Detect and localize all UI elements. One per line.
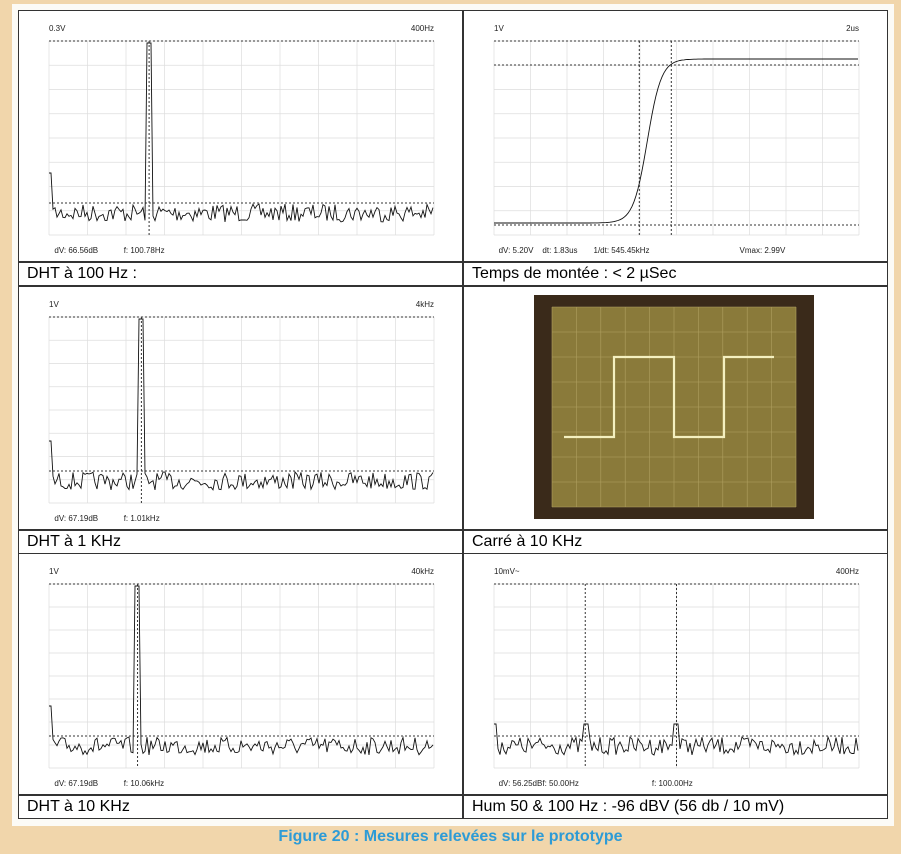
panel: 1V 4kHz dV: 67.19dB f: 1.01kHz	[18, 286, 463, 530]
panel: 10mV~ 400Hz dV: 56.25dB f: 50.00Hz f: 100.00…	[463, 553, 888, 795]
readout: f: 100.00Hz	[652, 779, 693, 788]
panel-caption: Hum 50 & 100 Hz : -96 dBV (56 db / 10 mV…	[463, 795, 888, 819]
readout: f: 10.06kHz	[124, 779, 164, 788]
scope-display: 1V 4kHz dV: 67.19dB f: 1.01kHz	[48, 300, 435, 523]
range-label: 4kHz	[416, 300, 434, 309]
scope-display: 1V 40kHz dV: 67.19dB f: 10.06kHz	[48, 567, 435, 788]
scope-display: 10mV~ 400Hz dV: 56.25dB f: 50.00Hz f: 100.00…	[493, 567, 860, 788]
range-label: 400Hz	[411, 24, 434, 33]
panel-caption: DHT à 10 KHz	[18, 795, 463, 819]
readout: dV: 66.56dB	[54, 246, 98, 255]
panel: 1V 40kHz dV: 67.19dB f: 10.06kHz	[18, 553, 463, 795]
panel: 1V 2us dV: 5.20V dt: 1.83us 1/dt: 545.45kHz V…	[463, 10, 888, 262]
trace	[494, 723, 859, 756]
trace	[49, 42, 434, 223]
readout: f: 100.78Hz	[124, 246, 165, 255]
scale-label: 10mV~	[494, 567, 520, 576]
readout: dt: 1.83us	[542, 246, 577, 255]
range-label: 400Hz	[836, 567, 859, 576]
panel-caption: DHT à 100 Hz :	[18, 262, 463, 286]
scope-display	[534, 295, 814, 519]
panel	[463, 286, 888, 530]
sheet: 0.3V 400Hz dV: 66.56dB f: 100.78Hz DHT à 100…	[12, 4, 894, 826]
scope-display: 1V 2us dV: 5.20V dt: 1.83us 1/dt: 545.45kHz V…	[493, 24, 860, 255]
readout: dV: 56.25dB	[499, 779, 543, 788]
readout: f: 50.00Hz	[542, 779, 578, 788]
readout: f: 1.01kHz	[124, 514, 160, 523]
scale-label: 1V	[49, 300, 59, 309]
scope-display: 0.3V 400Hz dV: 66.56dB f: 100.78Hz	[48, 24, 435, 255]
square-wave	[564, 355, 774, 439]
readout: Vmax: 2.99V	[740, 246, 786, 255]
panel: 0.3V 400Hz dV: 66.56dB f: 100.78Hz	[18, 10, 463, 262]
trace	[494, 58, 858, 224]
scale-label: 0.3V	[49, 24, 66, 33]
readout: dV: 67.19dB	[54, 779, 98, 788]
trace	[49, 318, 434, 491]
range-label: 40kHz	[411, 567, 434, 576]
scale-label: 1V	[49, 567, 59, 576]
panel-caption: Carré à 10 KHz	[463, 530, 888, 554]
readout: dV: 67.19dB	[54, 514, 98, 523]
figure-caption: Figure 20 : Mesures relevées sur le prot…	[278, 828, 623, 845]
scale-label: 1V	[494, 24, 504, 33]
panel-caption: Temps de montée : < 2 µSec	[463, 262, 888, 286]
range-label: 2us	[846, 24, 859, 33]
panel-caption: DHT à 1 KHz	[18, 530, 463, 554]
readout: dV: 5.20V	[499, 246, 535, 255]
readout: 1/dt: 545.45kHz	[594, 246, 650, 255]
trace	[49, 585, 434, 756]
